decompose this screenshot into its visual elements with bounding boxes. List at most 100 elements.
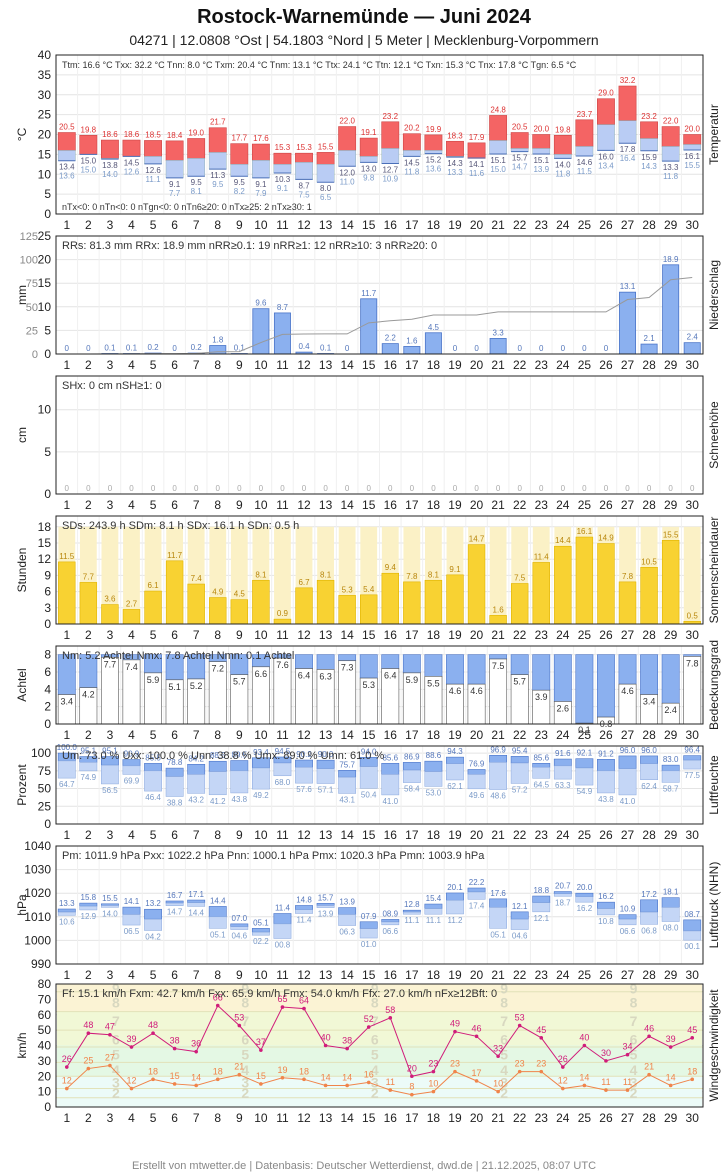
pmean-bar xyxy=(230,926,249,930)
umax-label: 78.8 xyxy=(167,758,183,767)
pmax-bar xyxy=(489,898,508,908)
rain-bar xyxy=(252,308,270,355)
pmin-label: 13.9 xyxy=(318,910,334,919)
tmean-bar xyxy=(295,162,313,180)
umin-label: 49.2 xyxy=(253,791,269,800)
sun-bar xyxy=(554,545,572,625)
rain-bar xyxy=(403,346,421,355)
y-tick-label: 990 xyxy=(31,957,51,971)
pmax-bar xyxy=(230,923,249,928)
umean-bar xyxy=(532,767,551,779)
sun-label: 0.9 xyxy=(277,609,289,618)
pmax-bar xyxy=(57,908,76,913)
sun-label: 8.1 xyxy=(255,570,267,579)
panel-wind: 0102030405060708023456789234567892345678… xyxy=(15,977,721,1125)
stats-bottom: nTx<0: 0 nTn<0: 0 nTgn<0: 0 nTn6≥20: 0 n… xyxy=(62,202,312,212)
x-tick-label: 23 xyxy=(535,498,549,512)
x-tick-label: 17 xyxy=(405,968,419,982)
x-tick-label: 25 xyxy=(578,498,592,512)
cloud-sky-bar xyxy=(381,654,400,669)
tmax-bar xyxy=(510,132,529,149)
pmax-label: 13.2 xyxy=(145,899,161,908)
tmin-label: 14.5 xyxy=(404,158,420,167)
stats-summary: SDs: 243.9 h SDm: 8.1 h SDx: 16.1 h SDn:… xyxy=(62,520,299,532)
y2-tick-label: 100 xyxy=(20,255,38,267)
beaufort-label: 5 xyxy=(500,1047,508,1063)
x-tick-label: 18 xyxy=(427,728,441,742)
wind-point xyxy=(539,1036,544,1040)
x-tick-label: 17 xyxy=(405,218,419,232)
x-tick-label: 23 xyxy=(535,968,549,982)
x-tick-label: 9 xyxy=(236,728,243,742)
y-tick-label: 20 xyxy=(38,128,52,142)
y-tick-label: 0 xyxy=(44,817,51,831)
cloud-sky-bar xyxy=(597,654,615,718)
x-tick-label: 19 xyxy=(448,728,462,742)
x-tick-label: 14 xyxy=(340,968,354,982)
pmax-bar xyxy=(381,919,400,923)
cloud-label: 7.8 xyxy=(686,658,699,668)
x-tick-label: 24 xyxy=(556,728,570,742)
sun-label: 9.4 xyxy=(385,563,397,572)
umax-bar xyxy=(597,759,615,772)
beaufort-label: 2 xyxy=(630,1085,638,1101)
x-tick-label: 27 xyxy=(621,218,635,232)
panel-side-label: Temperatur xyxy=(707,104,721,165)
y-tick-label: 15 xyxy=(38,147,52,161)
x-tick-label: 28 xyxy=(642,218,656,232)
umax-bar xyxy=(467,769,486,775)
y2-tick-label: 125 xyxy=(20,231,38,243)
x-tick-label: 11 xyxy=(276,968,289,982)
tmax-bar xyxy=(79,134,98,155)
wind-label: 21 xyxy=(644,1062,654,1072)
wind-label: 26 xyxy=(558,1054,568,1064)
wind-label: 38 xyxy=(342,1036,352,1046)
cloud-label: 6.6 xyxy=(255,669,268,679)
tmin-label: 15.1 xyxy=(533,156,549,165)
tmin-label: 9.5 xyxy=(234,178,246,187)
snow-label: 0 xyxy=(668,484,673,493)
tmax-label: 29.0 xyxy=(598,89,614,98)
sun-label: 8.1 xyxy=(320,570,332,579)
panel-side-label: Sonnenscheindauer xyxy=(707,517,721,624)
tmean-bar xyxy=(661,146,680,162)
umax-bar xyxy=(338,770,357,778)
x-tick-label: 6 xyxy=(171,968,178,982)
x-tick-label: 20 xyxy=(470,218,484,232)
sun-label: 7.4 xyxy=(191,574,203,583)
x-tick-label: 8 xyxy=(214,1111,221,1125)
umax-label: 85.6 xyxy=(382,753,398,762)
x-tick-label: 19 xyxy=(448,498,462,512)
x-tick-label: 27 xyxy=(621,728,635,742)
tmax-bar xyxy=(295,152,313,163)
wind-point xyxy=(496,1054,500,1059)
rain-label: 0.1 xyxy=(126,344,138,353)
umax-label: 96.0 xyxy=(641,746,657,755)
umin-label: 56.5 xyxy=(102,786,118,795)
tmax-bar xyxy=(165,140,184,161)
umax-bar xyxy=(424,760,443,772)
pmin-label: 05.1 xyxy=(210,930,226,939)
umax-label: 85.6 xyxy=(533,753,549,762)
tmin-label: 14.1 xyxy=(469,160,485,169)
beaufort-label: 8 xyxy=(630,994,638,1010)
sun-possible-bar xyxy=(489,526,507,624)
x-tick-label: 11 xyxy=(276,628,289,642)
pmin-label: 04.2 xyxy=(145,932,161,941)
beaufort-label: 9 xyxy=(630,981,638,997)
chart-title: Rostock-Warnemünde — Juni 2024 xyxy=(197,6,531,28)
wind-point xyxy=(215,1077,220,1082)
pmean-bar xyxy=(252,931,270,936)
x-tick-label: 10 xyxy=(254,828,268,842)
cloud-label: 7.3 xyxy=(341,663,354,673)
beaufort-label: 2 xyxy=(371,1085,379,1101)
panel-side-label: Windgeschwindigkeit xyxy=(707,989,721,1102)
x-tick-label: 18 xyxy=(427,628,441,642)
pmin-label: 16.2 xyxy=(577,904,593,913)
pmean-bar xyxy=(316,905,335,908)
x-tick-label: 8 xyxy=(214,968,221,982)
x-tick-label: 25 xyxy=(578,218,592,232)
wind-point xyxy=(129,1086,134,1091)
beaufort-label: 6 xyxy=(371,1031,379,1047)
beaufort-label: 9 xyxy=(112,981,120,997)
